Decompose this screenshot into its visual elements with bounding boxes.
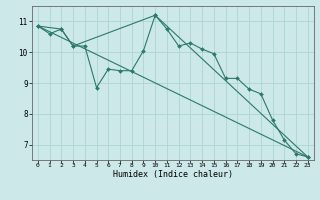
X-axis label: Humidex (Indice chaleur): Humidex (Indice chaleur) — [113, 170, 233, 179]
